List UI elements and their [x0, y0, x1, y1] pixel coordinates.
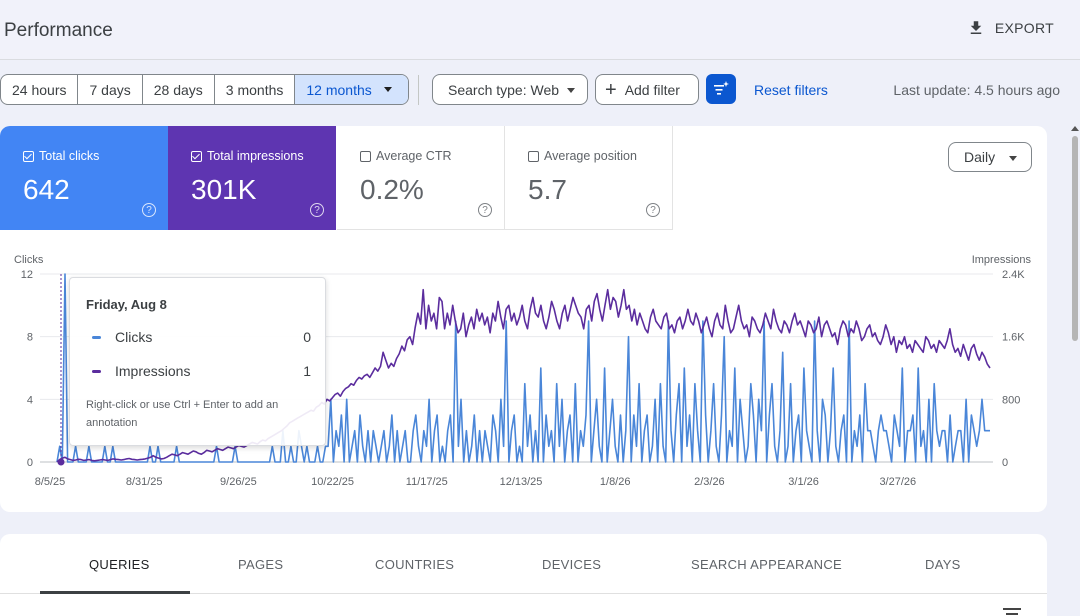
- tab-days[interactable]: DAYS: [925, 557, 961, 572]
- tooltip-clicks-row: Clicks 0: [92, 329, 311, 345]
- metric-label: Average position: [544, 149, 637, 163]
- tooltip-impressions-row: Impressions 1: [92, 363, 311, 379]
- search-type-dropdown[interactable]: Search type: Web: [432, 74, 588, 105]
- tab-pages[interactable]: PAGES: [238, 557, 284, 572]
- right-axis-title: Impressions: [972, 254, 1032, 266]
- range-7-days[interactable]: 7 days: [78, 75, 143, 104]
- metric-value: 642: [23, 174, 70, 205]
- y-tick-label-left: 12: [21, 269, 33, 281]
- export-label: EXPORT: [994, 20, 1054, 36]
- y-tick-label-right: 2.4K: [1002, 269, 1025, 281]
- x-tick-label: 8/31/25: [126, 476, 163, 488]
- filter-list-icon[interactable]: [1003, 608, 1021, 616]
- series-line-clicks: [56, 273, 990, 463]
- chart-tooltip: Friday, Aug 8 Clicks 0 Impressions 1 Rig…: [69, 277, 326, 446]
- help-icon[interactable]: ?: [646, 203, 660, 217]
- hover-point-marker: [57, 458, 65, 466]
- caret-down-icon: [1009, 156, 1017, 161]
- performance-card: 0 0 4 800 8 1.6K 12 2.4K Clicks Impressions 8/5/25…: [0, 126, 1047, 512]
- tab-queries[interactable]: QUERIES: [89, 557, 150, 572]
- filter-bar: 24 hours 7 days 28 days 3 months 12 mont…: [0, 74, 1080, 106]
- metric-total-clicks[interactable]: Total clicks 642 ?: [0, 126, 168, 230]
- metric-average-ctr[interactable]: Average CTR 0.2% ?: [337, 126, 505, 230]
- x-tick-label: 11/17/25: [406, 476, 448, 488]
- active-tab-indicator: [40, 591, 190, 594]
- date-range-selector: 24 hours 7 days 28 days 3 months 12 mont…: [0, 74, 409, 105]
- y-tick-label-left: 0: [27, 457, 33, 469]
- legend-swatch-impressions: [92, 369, 101, 373]
- scrollbar[interactable]: [1070, 126, 1080, 616]
- caret-down-icon: [567, 88, 575, 93]
- filter-sparkle-icon: [714, 81, 729, 95]
- metric-value: 301K: [191, 174, 257, 205]
- range-24-hours[interactable]: 24 hours: [1, 75, 79, 104]
- metric-average-position[interactable]: Average position 5.7 ?: [505, 126, 673, 230]
- checkbox-unchecked-icon[interactable]: [528, 150, 539, 162]
- dimension-tabs: QUERIES PAGES COUNTRIES DEVICES SEARCH A…: [0, 534, 1047, 616]
- y-tick-label-left: 4: [27, 394, 33, 406]
- range-12-months[interactable]: 12 months: [295, 75, 408, 104]
- x-tick-label: 12/13/25: [500, 476, 543, 488]
- add-filter-button[interactable]: + Add filter: [595, 74, 699, 105]
- last-update-text: Last update: 4.5 hours ago: [893, 82, 1060, 98]
- checkbox-checked-icon[interactable]: [191, 150, 202, 162]
- tab-countries[interactable]: COUNTRIES: [375, 557, 455, 572]
- export-button[interactable]: EXPORT: [967, 19, 1054, 37]
- metric-value: 0.2%: [360, 174, 424, 205]
- legend-swatch-clicks: [92, 335, 101, 339]
- help-icon[interactable]: ?: [310, 203, 324, 217]
- y-tick-label-right: 0: [1002, 457, 1008, 469]
- x-tick-label: 2/3/26: [694, 476, 725, 488]
- divider: [418, 75, 419, 105]
- x-tick-label: 9/26/25: [220, 476, 257, 488]
- tooltip-note: Right-click or use Ctrl + Enter to add a…: [86, 399, 279, 429]
- metric-value: 5.7: [528, 174, 567, 205]
- reset-filters-link[interactable]: Reset filters: [754, 82, 828, 98]
- tab-search-appearance[interactable]: SEARCH APPEARANCE: [691, 557, 843, 572]
- tab-devices[interactable]: DEVICES: [542, 557, 602, 572]
- page-title: Performance: [4, 20, 113, 41]
- help-icon[interactable]: ?: [142, 203, 156, 217]
- checkbox-checked-icon[interactable]: [23, 150, 34, 162]
- filter-settings-button[interactable]: [706, 74, 736, 104]
- y-tick-label-left: 8: [27, 332, 33, 344]
- performance-chart[interactable]: 0 0 4 800 8 1.6K 12 2.4K Clicks Impressions 8/5/25…: [0, 126, 1047, 512]
- y-tick-label-right: 1.6K: [1002, 332, 1025, 344]
- x-tick-label: 10/22/25: [311, 476, 354, 488]
- series-line-impressions: [56, 288, 991, 463]
- tooltip-date: Friday, Aug 8: [86, 297, 167, 312]
- x-tick-label: 8/5/25: [35, 476, 66, 488]
- metric-label: Average CTR: [376, 149, 452, 163]
- metric-label: Total clicks: [39, 149, 100, 163]
- download-icon: [970, 21, 982, 34]
- metric-total-impressions[interactable]: Total impressions 301K ?: [168, 126, 336, 230]
- range-28-days[interactable]: 28 days: [143, 75, 215, 104]
- scroll-up-icon[interactable]: [1071, 126, 1079, 131]
- plus-icon: +: [605, 78, 617, 101]
- caret-down-icon: [383, 87, 392, 92]
- checkbox-unchecked-icon[interactable]: [360, 150, 371, 162]
- scroll-thumb[interactable]: [1072, 136, 1078, 341]
- x-tick-label: 3/1/26: [788, 476, 819, 488]
- range-3-months[interactable]: 3 months: [215, 75, 296, 104]
- header: Performance EXPORT: [0, 0, 1080, 60]
- y-tick-label-right: 800: [1002, 394, 1020, 406]
- x-tick-label: 3/27/26: [879, 476, 916, 488]
- metric-label: Total impressions: [207, 149, 304, 163]
- x-tick-label: 1/8/26: [600, 476, 631, 488]
- divider: [0, 593, 1047, 594]
- help-icon[interactable]: ?: [478, 203, 492, 217]
- granularity-dropdown[interactable]: Daily: [948, 142, 1032, 172]
- left-axis-title: Clicks: [14, 254, 44, 266]
